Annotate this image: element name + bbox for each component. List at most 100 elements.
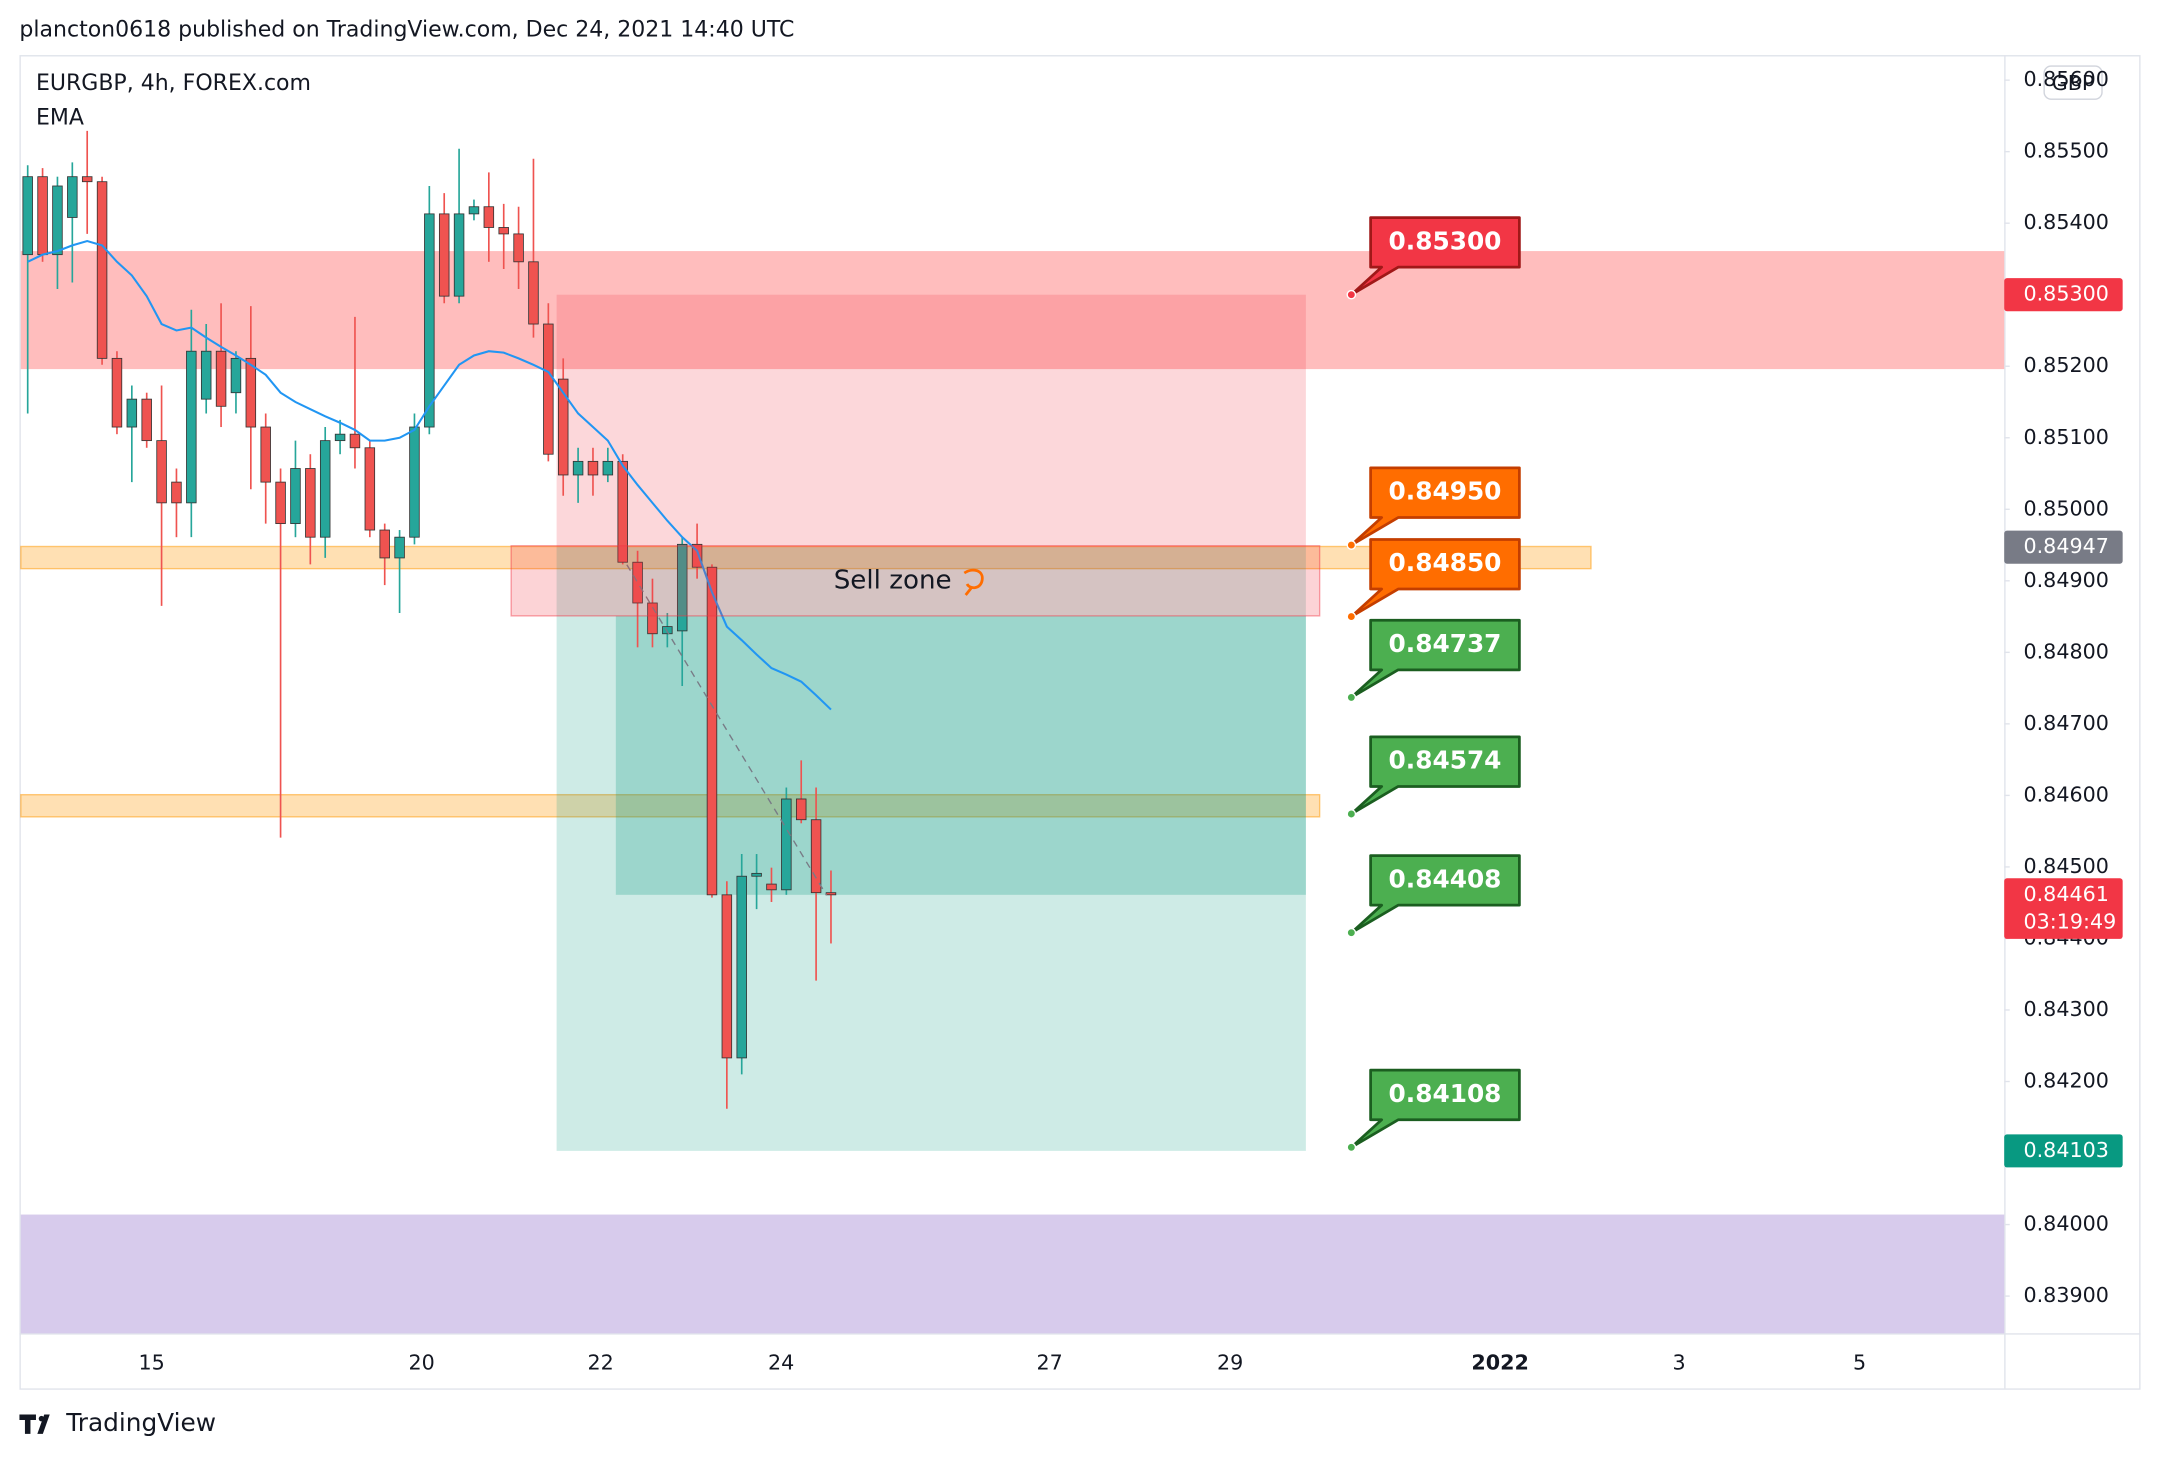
ema-line (27, 239, 832, 711)
candle-body (52, 185, 63, 256)
candle-body (587, 460, 599, 476)
callout-label: 0.84408 (1389, 864, 1502, 893)
x-tick-label: 2022 (1471, 1351, 1529, 1375)
x-tick-label: 5 (1853, 1351, 1866, 1375)
callout-label: 0.84950 (1389, 477, 1502, 506)
callout-label: 0.84574 (1389, 746, 1502, 775)
candle-body (349, 433, 361, 449)
currency-badge[interactable] (2043, 65, 2103, 100)
callout-box (1349, 1068, 1521, 1149)
y-tick-label: 0.84500 (2023, 854, 2108, 878)
candle-body (736, 875, 747, 1059)
candle-body (171, 481, 182, 504)
callout-point (1346, 809, 1357, 819)
callout-label: 0.84108 (1389, 1079, 1502, 1108)
candle-body (453, 213, 465, 297)
stop-box (556, 294, 1306, 548)
candle-body (647, 602, 658, 635)
candle-body (498, 227, 509, 235)
candle-body (483, 206, 495, 228)
x-tick-label: 24 (768, 1351, 794, 1375)
footer-brand: TradingView (65, 1408, 216, 1437)
price-tag-label: 0.84461 (2023, 882, 2108, 906)
projection-line (626, 564, 828, 896)
filled-box (615, 615, 1306, 895)
zones (20, 251, 2005, 1334)
candle-body (409, 426, 420, 538)
candle-body (572, 460, 584, 476)
candle-body (81, 176, 93, 183)
candle-body (602, 460, 614, 476)
candle-body (438, 213, 450, 297)
candle-body (230, 357, 242, 394)
candle-body (706, 566, 718, 896)
candle-body (528, 261, 539, 325)
callout-box (1349, 538, 1521, 618)
candle-body (67, 176, 78, 218)
price-tag (2004, 278, 2123, 312)
y-tick-label: 0.84900 (2023, 568, 2108, 592)
price-tag-label: 0.84947 (2023, 534, 2108, 558)
candle-body (141, 398, 152, 442)
candle-body (810, 819, 822, 894)
candle-body (379, 529, 390, 559)
candle-body (319, 440, 331, 538)
callout-label: 0.85300 (1389, 226, 1502, 255)
zone (20, 793, 1321, 818)
candle-body (37, 176, 48, 256)
tradingview-logo (19, 1414, 50, 1434)
candle-body (260, 426, 271, 483)
callout-box (1349, 466, 1521, 547)
candle-body (617, 460, 628, 563)
callout-point (1346, 692, 1357, 703)
y-tick-label: 0.84600 (2023, 782, 2108, 806)
callout-label: 0.84850 (1389, 548, 1502, 577)
candles (22, 130, 837, 1109)
price-tag-label: 0.85300 (2023, 282, 2108, 306)
y-tick-label: 0.85600 (2023, 67, 2108, 91)
x-tick-label: 29 (1217, 1351, 1243, 1375)
candle-body (632, 561, 643, 604)
callout-label: 0.84737 (1389, 629, 1502, 658)
candle-body (186, 350, 197, 504)
y-tick-label: 0.84800 (2023, 639, 2108, 663)
overlays: Sell zone 0.85300 0.84950 0.84850 0.84737 0.8… (510, 216, 1521, 1153)
candle-body (721, 894, 733, 1059)
price-tag (2004, 1134, 2123, 1168)
y-tick-label: 0.85500 (2023, 139, 2108, 163)
sell-zone-label: Sell zone (834, 565, 952, 595)
price-tag (2004, 530, 2123, 564)
candle-body (364, 447, 376, 531)
sell-zone-icon (963, 568, 984, 596)
candle-body (96, 181, 108, 359)
candle-body (334, 433, 346, 442)
candle-body (200, 350, 212, 400)
y-tick-label: 0.85000 (2023, 496, 2108, 520)
price-tag-countdown: 03:19:49 (2023, 909, 2116, 933)
candle-body (557, 378, 569, 476)
candle-body (751, 872, 762, 877)
publisher: plancton0618 published on TradingView.co… (19, 17, 794, 42)
candle-body (215, 350, 227, 407)
symbol-title: EURGBP, 4h, FOREX.com (36, 71, 311, 96)
sell-zone (510, 545, 1321, 617)
zone (20, 545, 1592, 570)
candle-body (676, 543, 688, 632)
x-tick-label: 20 (408, 1351, 434, 1375)
callout-box (1349, 854, 1521, 935)
candle-body (691, 543, 703, 568)
callout-point (1346, 611, 1357, 622)
currency: GBP (2052, 71, 2095, 95)
candle-body (275, 481, 286, 525)
y-tick-label: 0.84200 (2023, 1069, 2108, 1093)
candle-body (468, 206, 480, 215)
candle-body (245, 357, 257, 428)
candle-body (424, 213, 435, 428)
candle-body (766, 883, 777, 891)
x-tick-label: 22 (588, 1351, 614, 1375)
candle-body (394, 536, 405, 559)
zone (20, 1214, 2005, 1334)
candle-body (126, 398, 138, 428)
callout-point (1346, 927, 1357, 938)
